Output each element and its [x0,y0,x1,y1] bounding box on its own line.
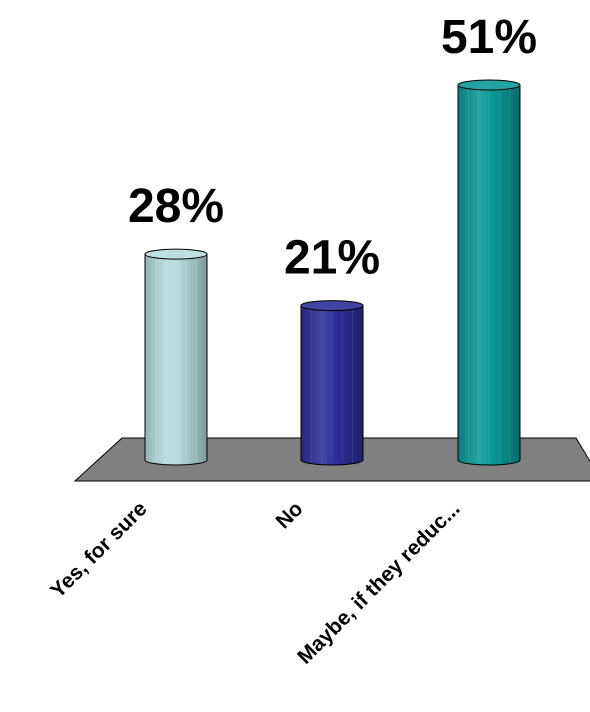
bar-top-1 [300,300,364,312]
bar-0 [144,248,208,466]
category-label-1: No [271,497,307,533]
value-label-2: 51% [441,11,537,64]
category-label-0: Yes, for sure [46,497,151,602]
value-label-1: 21% [284,232,380,285]
bar-1 [300,300,364,466]
bar-2 [457,79,521,466]
value-label-0: 28% [128,180,224,233]
value-labels-layer: 28% 21% 51% [128,11,537,285]
category-label-2: Maybe, if they reduc... [293,497,464,668]
bar-top-2 [457,79,521,91]
bar-top-0 [144,248,208,260]
bars-layer [144,79,521,466]
